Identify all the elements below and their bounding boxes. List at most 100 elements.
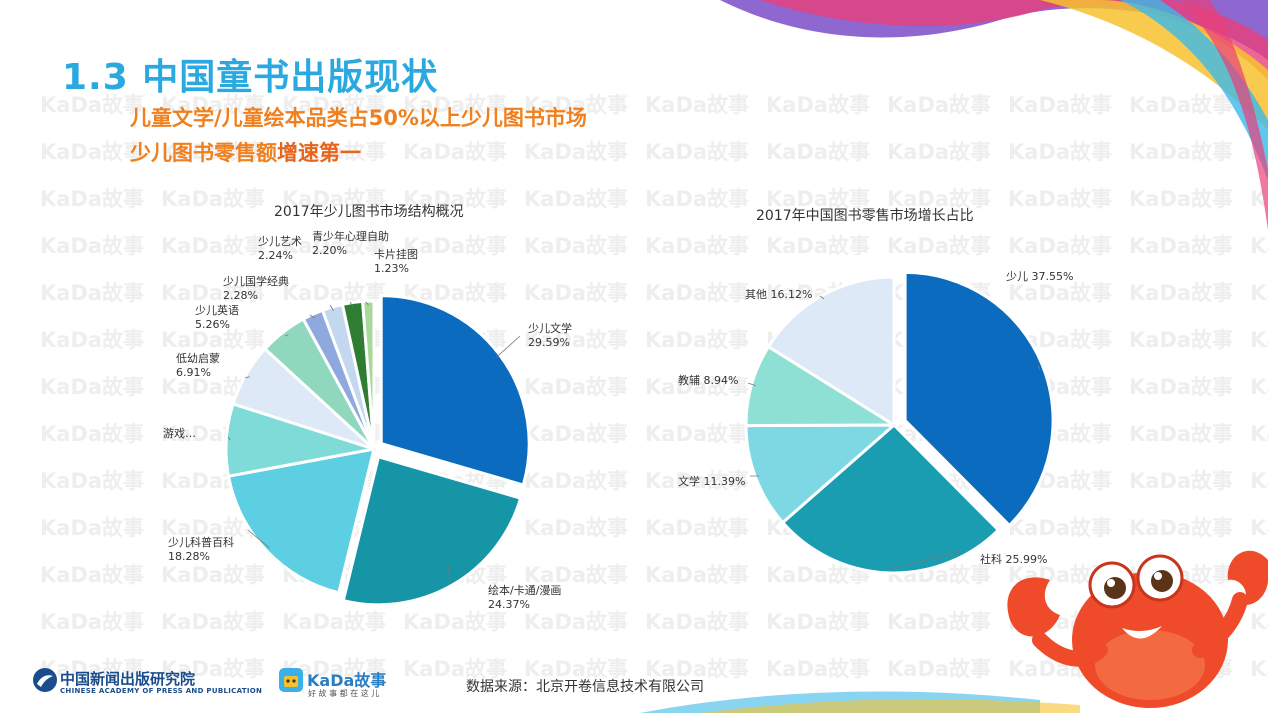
watermark-text: KaDa故事 <box>524 328 628 352</box>
watermark-text: KaDa故事 <box>645 422 749 446</box>
watermark-text: KaDa故事 <box>40 93 144 117</box>
watermark-text: KaDa故事 <box>524 610 628 634</box>
slice-label: 绘本/卡通/漫画 24.37% <box>488 583 561 611</box>
watermark-text: KaDa故事 <box>1129 469 1233 493</box>
slice-label: 少儿艺术 2.24% <box>258 235 302 262</box>
watermark-text: KaDa故事 <box>524 516 628 540</box>
leader-line <box>227 436 231 441</box>
watermark-text: KaDa故事 <box>403 610 507 634</box>
watermark-text: KaDa故事 <box>161 657 265 681</box>
watermark-text: KaDa故事 <box>524 281 628 305</box>
pie-chart-2: 少儿 37.55% 社科 25.99% 文学 11.39% 教辅 8.94% 其他 16… <box>678 270 1073 575</box>
watermark-text: KaDa故事 <box>161 610 265 634</box>
slice-label: 卡片挂图 1.23% <box>374 247 418 275</box>
watermark-text: KaDa故事 <box>524 234 628 258</box>
watermark-text: KaDa故事 <box>403 140 507 164</box>
pie-slice <box>379 294 531 487</box>
watermark-text: KaDa故事 <box>161 140 265 164</box>
slice-label: 低幼启蒙 6.91% <box>176 352 220 379</box>
watermark-text: KaDa故事 <box>1250 281 1268 305</box>
watermark-text: KaDa故事 <box>1250 516 1268 540</box>
pie-slice <box>766 275 896 428</box>
watermark-text: KaDa故事 <box>645 375 749 399</box>
pie-slice <box>341 454 523 607</box>
watermark-text: KaDa故事 <box>766 140 870 164</box>
pie-slice <box>744 423 899 525</box>
slice-label: 游戏… <box>163 427 196 440</box>
leader-line <box>447 565 451 582</box>
watermark-text: KaDa故事 <box>645 610 749 634</box>
watermark-text: KaDa故事 <box>40 234 144 258</box>
watermark-text: KaDa故事 <box>1129 375 1233 399</box>
kada-brand-name: KaDa故事 <box>307 671 387 690</box>
watermark-text: KaDa故事 <box>1008 140 1112 164</box>
watermark-text: KaDa故事 <box>161 234 265 258</box>
watermark-text: KaDa故事 <box>1250 657 1268 681</box>
leader-line <box>1037 365 1041 371</box>
leader-line <box>819 295 825 300</box>
watermark-text: KaDa故事 <box>1129 281 1233 305</box>
watermark-text: KaDa故事 <box>282 610 386 634</box>
watermark-text: KaDa故事 <box>40 469 144 493</box>
watermark-text: KaDa故事 <box>645 187 749 211</box>
subtitle-line-2: 少儿图书零售额增速第一 <box>130 137 361 167</box>
leader-line <box>365 301 369 306</box>
pie-slice <box>780 422 1001 575</box>
watermark-text: KaDa故事 <box>1250 375 1268 399</box>
watermark-text: KaDa故事 <box>40 657 144 681</box>
academy-name: 中国新闻出版研究院 <box>60 670 196 688</box>
kada-logo-icon <box>279 668 303 692</box>
pie-slice <box>903 270 1055 528</box>
leader-line <box>244 376 250 379</box>
watermark-text: KaDa故事 <box>645 657 749 681</box>
watermark-text: KaDa故事 <box>645 281 749 305</box>
watermark-text: KaDa故事 <box>524 657 628 681</box>
watermark-text: KaDa故事 <box>282 187 386 211</box>
slice-label: 教辅 8.94% <box>678 373 738 387</box>
watermark-text: KaDa故事 <box>40 328 144 352</box>
watermark-text: KaDa故事 <box>887 140 991 164</box>
watermark-text: KaDa故事 <box>282 93 386 117</box>
pie-chart-1: 少儿文学 29.59% 绘本/卡通/漫画 24.37% 少儿科普百科 18.28% 游戏… 低… <box>163 229 572 611</box>
watermark-text: KaDa故事 <box>1250 234 1268 258</box>
chart1-title: 2017年少儿图书市场结构概况 <box>274 204 464 220</box>
watermark-text: KaDa故事 <box>524 140 628 164</box>
watermark-text: KaDa故事 <box>40 281 144 305</box>
leader-line <box>496 335 521 358</box>
watermark-text: KaDa故事 <box>887 187 991 211</box>
watermark-text: KaDa故事 <box>766 610 870 634</box>
watermark-text: KaDa故事 <box>645 469 749 493</box>
watermark-text: KaDa故事 <box>524 187 628 211</box>
academy-name-en: CHINESE ACADEMY OF PRESS AND PUBLICATION <box>60 687 263 695</box>
data-source: 数据来源：北京开卷信息技术有限公司 <box>466 679 704 695</box>
watermark-text: KaDa故事 <box>161 281 265 305</box>
watermark-text: KaDa故事 <box>766 234 870 258</box>
slice-label: 少儿 37.55% <box>1006 270 1073 283</box>
watermark-text: KaDa故事 <box>282 140 386 164</box>
watermark-text: KaDa故事 <box>1008 281 1112 305</box>
subtitle-line-2-emphasis: 增速第一 <box>277 141 361 165</box>
watermark-text: KaDa故事 <box>524 93 628 117</box>
watermark-text: KaDa故事 <box>40 516 144 540</box>
watermark-text: KaDa故事 <box>524 469 628 493</box>
watermark-text: KaDa故事 <box>403 234 507 258</box>
watermark-text: KaDa故事 <box>1008 187 1112 211</box>
slice-label: 少儿文学 29.59% <box>528 321 572 349</box>
kada-brand-tagline: 好 故 事 都 在 这 儿 <box>308 689 380 698</box>
watermark-text: KaDa故事 <box>1250 328 1268 352</box>
leader-line <box>888 551 961 570</box>
watermark-text: KaDa故事 <box>524 563 628 587</box>
slice-label: 少儿英语 5.26% <box>195 303 239 331</box>
watermark-text: KaDa故事 <box>524 375 628 399</box>
watermark-text: KaDa故事 <box>40 375 144 399</box>
watermark-text: KaDa故事 <box>1250 610 1268 634</box>
watermark-text: KaDa故事 <box>403 187 507 211</box>
watermark-text: KaDa故事 <box>766 657 870 681</box>
watermark-text: KaDa故事 <box>524 422 628 446</box>
watermark-text: KaDa故事 <box>40 422 144 446</box>
watermark-text: KaDa故事 <box>645 93 749 117</box>
pie-slice <box>226 447 377 595</box>
slice-label: 其他 16.12% <box>745 288 812 301</box>
watermark-text: KaDa故事 <box>403 93 507 117</box>
watermark-text: KaDa故事 <box>282 234 386 258</box>
